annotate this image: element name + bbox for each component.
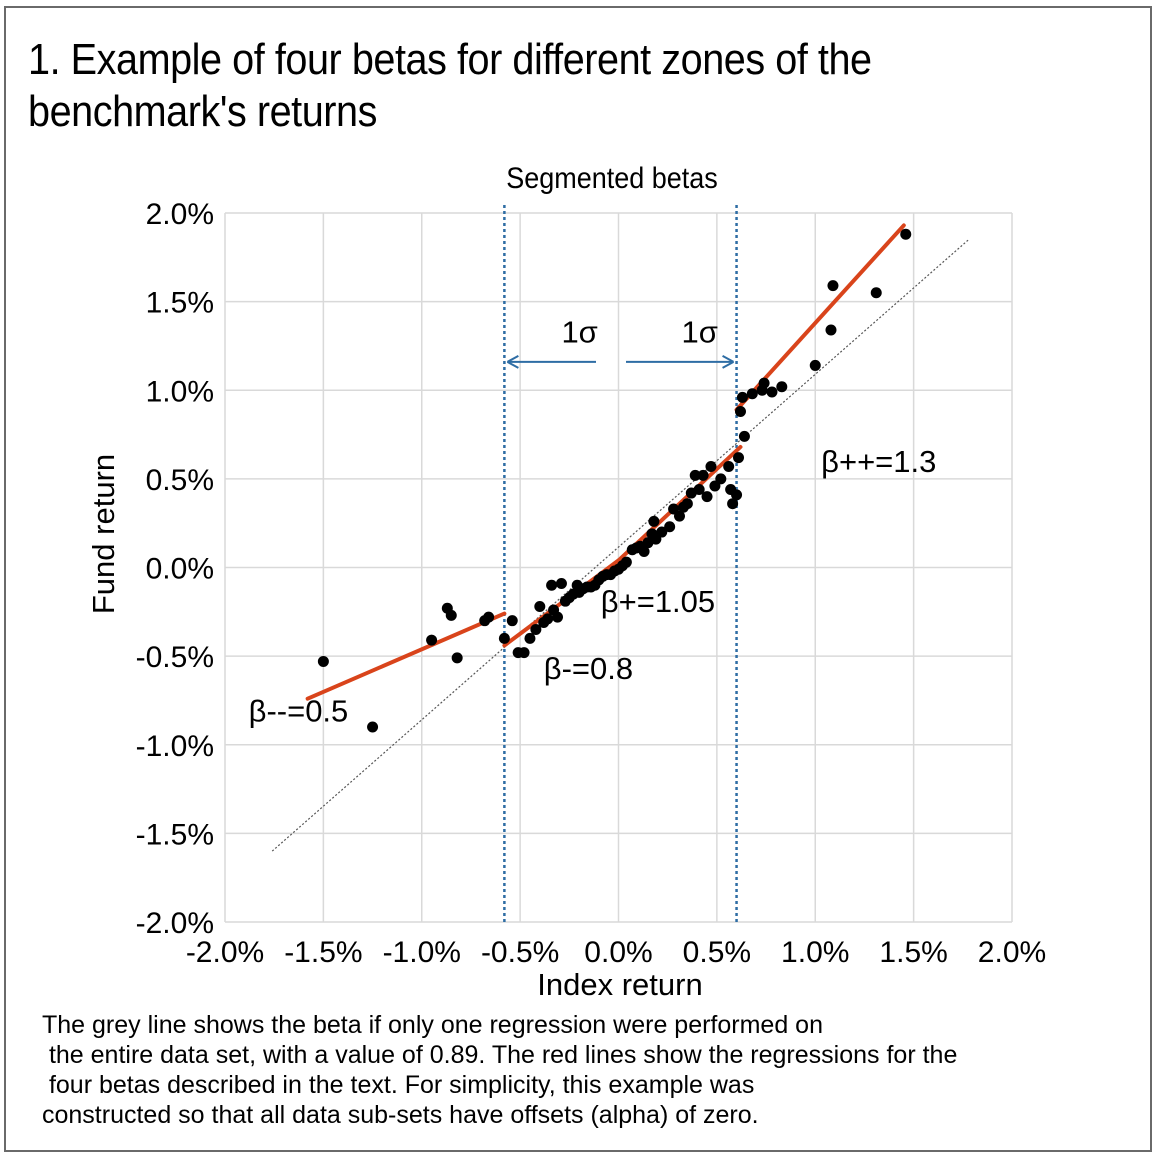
figure-frame bbox=[4, 6, 1152, 1152]
data-point bbox=[825, 324, 837, 336]
x-tick-label: 0.0% bbox=[584, 936, 652, 969]
data-point bbox=[733, 452, 745, 464]
figure-title: 1. Example of four betas for different z… bbox=[28, 34, 928, 138]
data-point bbox=[715, 473, 727, 485]
beta-minus-minus-line bbox=[305, 611, 507, 701]
data-point bbox=[483, 611, 495, 623]
data-point bbox=[746, 388, 758, 400]
sigma-right-label: 1σ bbox=[681, 314, 717, 349]
data-point bbox=[727, 498, 739, 510]
overall-regression-line bbox=[271, 239, 970, 852]
data-point bbox=[734, 406, 746, 418]
data-point bbox=[766, 386, 778, 398]
data-point bbox=[656, 526, 668, 538]
annotations: β--=0.5 β-=0.8 β+=1.05 β++=1.3 1σ 1σ bbox=[249, 314, 937, 728]
data-point bbox=[546, 579, 558, 591]
x-tick-label: -1.5% bbox=[284, 936, 362, 969]
grid bbox=[224, 212, 1013, 923]
data-point bbox=[701, 491, 713, 503]
tick-labels: -2.0% -1.5% -1.0% -0.5% 0.0% 0.5% 1.0% 1.5% 2.0%… bbox=[136, 198, 1047, 969]
data-point bbox=[530, 624, 542, 636]
segment-regressions bbox=[305, 223, 906, 701]
data-point bbox=[620, 556, 632, 568]
beta-minus-minus-label: β--=0.5 bbox=[249, 694, 349, 729]
sigma-arrowhead-right bbox=[722, 355, 735, 369]
data-point bbox=[900, 228, 912, 240]
y-tick-label: 2.0% bbox=[146, 198, 214, 231]
data-point bbox=[689, 469, 701, 481]
caption-line: The grey line shows the beta if only one… bbox=[42, 1011, 823, 1039]
data-point bbox=[445, 609, 457, 621]
sigma-left-label: 1σ bbox=[561, 314, 597, 349]
data-point bbox=[758, 377, 770, 389]
data-point bbox=[542, 613, 554, 625]
x-tick-label: 0.5% bbox=[683, 936, 751, 969]
data-point bbox=[693, 484, 705, 496]
data-point bbox=[736, 391, 748, 403]
beta-plus-label: β+=1.05 bbox=[601, 584, 715, 619]
data-point bbox=[723, 460, 735, 472]
y-axis-label: Fund return bbox=[86, 454, 121, 614]
data-point bbox=[776, 381, 788, 393]
caption-line: the entire data set, with a value of 0.8… bbox=[42, 1041, 958, 1069]
x-tick-label: 1.0% bbox=[781, 936, 849, 969]
x-axis-label: Index return bbox=[537, 967, 702, 1002]
x-tick-label: -2.0% bbox=[186, 936, 264, 969]
title-line-2: benchmark's returns bbox=[28, 87, 377, 136]
data-point bbox=[648, 515, 660, 527]
y-tick-label: -2.0% bbox=[136, 907, 214, 940]
caption-line: four betas described in the text. For si… bbox=[42, 1071, 755, 1099]
x-tick-label: 2.0% bbox=[978, 936, 1046, 969]
data-point bbox=[317, 655, 329, 667]
data-point bbox=[552, 611, 564, 623]
data-point bbox=[697, 469, 709, 481]
data-point bbox=[518, 647, 530, 659]
data-points bbox=[317, 228, 912, 733]
x-tick-label: -0.5% bbox=[481, 936, 559, 969]
beta-minus-label: β-=0.8 bbox=[544, 651, 633, 686]
y-tick-label: -1.0% bbox=[136, 730, 214, 763]
data-point bbox=[506, 615, 518, 627]
figure-caption: The grey line shows the beta if only one… bbox=[42, 1010, 1122, 1130]
beta-plus-plus-label: β++=1.3 bbox=[821, 444, 936, 479]
data-point bbox=[731, 489, 743, 501]
data-point bbox=[426, 634, 438, 646]
data-point bbox=[498, 632, 510, 644]
sigma-markers bbox=[503, 205, 738, 922]
x-tick-label: 1.5% bbox=[879, 936, 947, 969]
data-point bbox=[451, 652, 463, 664]
data-point bbox=[705, 460, 717, 472]
data-point bbox=[809, 359, 821, 371]
y-tick-label: 0.0% bbox=[146, 553, 214, 586]
data-point bbox=[827, 280, 839, 292]
y-tick-label: 0.5% bbox=[146, 464, 214, 497]
data-point bbox=[638, 546, 650, 558]
y-tick-label: 1.5% bbox=[146, 287, 214, 320]
y-tick-label: -0.5% bbox=[136, 641, 214, 674]
data-point bbox=[681, 498, 693, 510]
data-point bbox=[673, 510, 685, 522]
title-line-1: 1. Example of four betas for different z… bbox=[28, 35, 872, 84]
data-point bbox=[534, 600, 546, 612]
data-point bbox=[524, 632, 536, 644]
data-point bbox=[367, 721, 379, 733]
chart-title: Segmented betas bbox=[506, 162, 717, 196]
data-point bbox=[555, 577, 567, 589]
y-tick-label: -1.5% bbox=[136, 818, 214, 851]
data-point bbox=[870, 287, 882, 299]
y-tick-label: 1.0% bbox=[146, 375, 214, 408]
data-point bbox=[738, 430, 750, 442]
sigma-arrowhead-left bbox=[506, 355, 519, 369]
data-point bbox=[664, 521, 676, 533]
x-tick-label: -1.0% bbox=[383, 936, 461, 969]
overall-regression bbox=[271, 239, 970, 852]
caption-line: constructed so that all data sub-sets ha… bbox=[42, 1101, 759, 1129]
